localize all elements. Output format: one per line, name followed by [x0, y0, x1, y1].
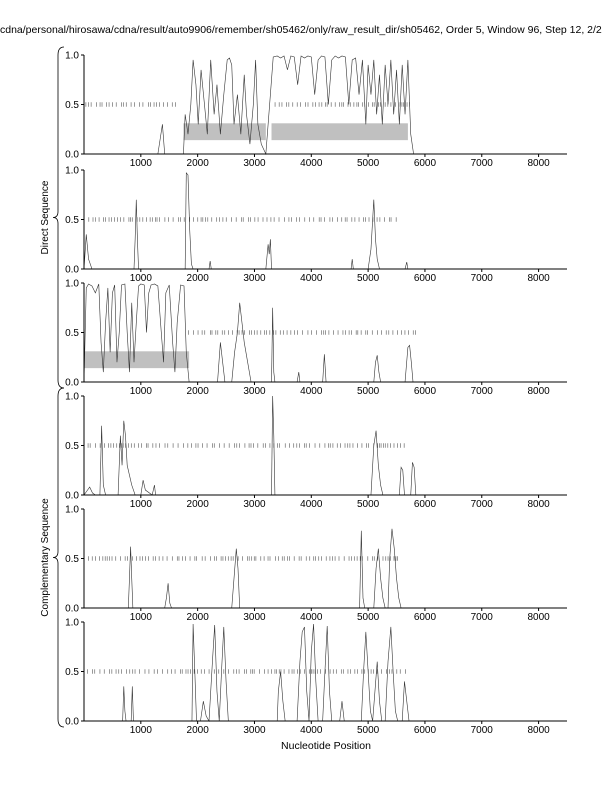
x-tick-label: 6000: [414, 725, 437, 736]
x-tick-label: 7000: [471, 386, 494, 397]
x-tick-label: 1000: [130, 273, 153, 284]
y-tick-label: 1.0: [65, 51, 79, 62]
y-tick-label: 0.5: [65, 215, 79, 226]
series-line: [83, 172, 567, 270]
y-tick-label: 0.5: [65, 328, 79, 339]
x-tick-label: 5000: [357, 499, 380, 510]
x-tick-label: 5000: [357, 273, 380, 284]
x-tick-label: 5000: [357, 158, 380, 169]
series-line: [84, 55, 567, 156]
x-tick-label: 7000: [471, 612, 494, 623]
x-tick-label: 8000: [527, 273, 550, 284]
x-tick-label: 1000: [130, 386, 153, 397]
region-bar: [183, 123, 266, 141]
panel-complementary-frame-3: 0.0 0.5 1.0 1000 2000 3000 4000 5000 6000 7000 800…: [65, 618, 567, 736]
x-tick-label: 2000: [187, 725, 210, 736]
y-tick-label: 0.0: [65, 604, 79, 615]
x-tick-label: 7000: [471, 499, 494, 510]
series-line: [84, 528, 567, 609]
region-bar: [271, 123, 408, 141]
x-tick-label: 4000: [300, 273, 323, 284]
x-tick-label: 2000: [187, 273, 210, 284]
x-tick-label: 2000: [187, 386, 210, 397]
x-tick-label: 7000: [471, 273, 494, 284]
series-line: [83, 283, 567, 383]
x-tick-label: 3000: [243, 612, 266, 623]
group-label: Complementary Sequence: [40, 498, 51, 617]
page-title: cdna/personal/hirosawa/cdna/result/auto9…: [0, 24, 602, 36]
x-tick-label: 8000: [527, 499, 550, 510]
panel-direct-frame-1: 0.0 0.5 1.0 1000 2000 3000 4000 5000 6000 7000 800…: [65, 51, 567, 169]
x-tick-label: 2000: [187, 158, 210, 169]
x-tick-label: 6000: [414, 273, 437, 284]
x-tick-label: 8000: [527, 725, 550, 736]
series-line: [83, 395, 567, 496]
x-tick-label: 3000: [243, 158, 266, 169]
y-tick-label: 1.0: [65, 505, 79, 516]
x-tick-label: 7000: [471, 725, 494, 736]
x-axis-label: Nucleotide Position: [281, 740, 371, 752]
y-tick-label: 0.5: [65, 554, 79, 565]
y-tick-label: 0.5: [65, 441, 79, 452]
x-tick-label: 6000: [414, 158, 437, 169]
panel-complementary-frame-1: 0.0 0.5 1.0 1000 2000 3000 4000 5000 6000 7000 800…: [65, 392, 567, 510]
panel-complementary-frame-2: 0.0 0.5 1.0 1000 2000 3000 4000 5000 6000 7000 800…: [65, 505, 567, 623]
x-tick-label: 5000: [357, 612, 380, 623]
y-tick-label: 0.5: [65, 100, 79, 111]
x-tick-label: 1000: [130, 612, 153, 623]
x-tick-label: 3000: [243, 499, 266, 510]
y-tick-label: 0.0: [65, 150, 79, 161]
x-tick-label: 2000: [187, 612, 210, 623]
x-tick-label: 8000: [527, 612, 550, 623]
x-tick-label: 6000: [414, 499, 437, 510]
x-tick-label: 4000: [300, 158, 323, 169]
chart-group-labels: Direct Sequence Complementary Sequence: [40, 46, 65, 728]
group-brace: [52, 46, 65, 389]
x-tick-label: 3000: [243, 725, 266, 736]
panel-direct-frame-2: 0.0 0.5 1.0 1000 2000 3000 4000 5000 6000 7000 800…: [65, 166, 567, 284]
group-label: Direct Sequence: [40, 180, 51, 254]
chart-panels: 0.0 0.5 1.0 1000 2000 3000 4000 5000 6000 7000 800…: [65, 51, 567, 736]
y-tick-label: 0.0: [65, 717, 79, 728]
y-tick-label: 1.0: [65, 166, 79, 177]
y-tick-label: 0.0: [65, 491, 79, 502]
x-tick-label: 6000: [414, 612, 437, 623]
x-tick-label: 1000: [130, 725, 153, 736]
y-tick-label: 1.0: [65, 618, 79, 629]
x-tick-label: 6000: [414, 386, 437, 397]
x-tick-label: 4000: [300, 725, 323, 736]
y-tick-label: 1.0: [65, 392, 79, 403]
x-tick-label: 3000: [243, 386, 266, 397]
x-tick-label: 5000: [357, 386, 380, 397]
y-tick-label: 0.5: [65, 667, 79, 678]
x-tick-label: 4000: [300, 612, 323, 623]
x-tick-label: 7000: [471, 158, 494, 169]
group-brace: [52, 387, 65, 728]
x-tick-label: 8000: [527, 158, 550, 169]
panel-direct-frame-3: 0.0 0.5 1.0 1000 2000 3000 4000 5000 6000 7000 800…: [65, 279, 567, 397]
y-tick-label: 0.0: [65, 378, 79, 389]
x-tick-label: 4000: [300, 386, 323, 397]
y-tick-label: 1.0: [65, 279, 79, 290]
x-tick-label: 4000: [300, 499, 323, 510]
x-tick-label: 5000: [357, 725, 380, 736]
x-tick-label: 3000: [243, 273, 266, 284]
y-tick-label: 0.0: [65, 265, 79, 276]
x-tick-label: 8000: [527, 386, 550, 397]
x-tick-label: 2000: [187, 499, 210, 510]
x-tick-label: 1000: [130, 499, 153, 510]
x-tick-label: 1000: [130, 158, 153, 169]
